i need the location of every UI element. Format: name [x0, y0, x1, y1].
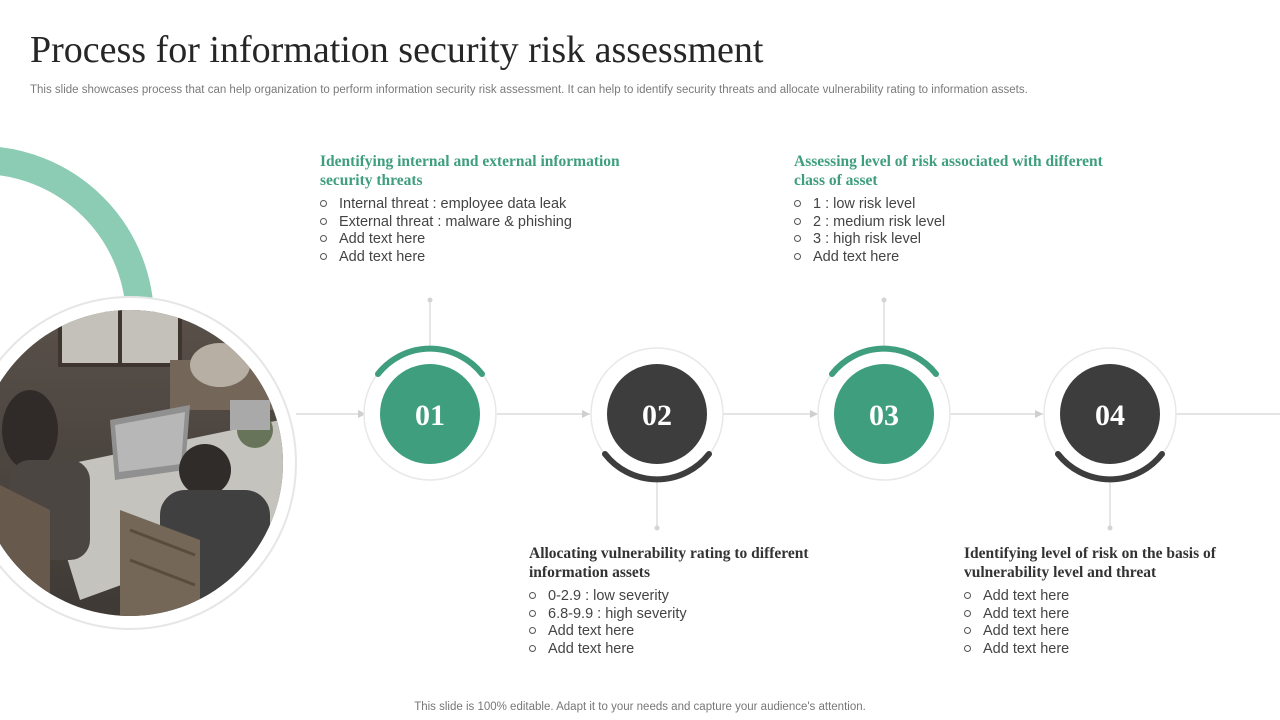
bullet-icon [794, 253, 801, 261]
step-02-heading: Allocating vulnerability rating to diffe… [529, 545, 809, 581]
list-item: Add text here [794, 249, 1114, 267]
bullet-icon [320, 253, 327, 261]
list-item: Add text here [964, 641, 1264, 659]
list-item: Add text here [529, 641, 829, 659]
list-item: 6.8-9.9 : high severity [529, 606, 829, 624]
page-title: Process for information security risk as… [30, 29, 764, 71]
bullet-icon [320, 200, 327, 207]
step-04-heading: Identifying level of risk on the basis o… [964, 545, 1216, 581]
page-subtitle: This slide showcases process that can he… [30, 84, 1028, 96]
bullet-icon [529, 609, 536, 617]
bullet-icon [794, 235, 801, 243]
list-item: 2 : medium risk level [794, 214, 1114, 232]
bullet-icon [794, 217, 801, 225]
bullet-icon [964, 645, 971, 653]
step-03-node [817, 345, 951, 481]
list-item: External threat : malware & phishing [320, 214, 620, 232]
bullet-icon [529, 645, 536, 653]
list-item: Add text here [964, 606, 1264, 624]
flow-lines [296, 300, 1280, 528]
step-04-text: Identifying level of risk on the basis o… [964, 545, 1264, 659]
bullet-icon [964, 627, 971, 635]
step-04-list: Add text here Add text here Add text her… [964, 588, 1264, 659]
list-item: 0-2.9 : low severity [529, 588, 829, 606]
step-04-number: 04 [1095, 399, 1125, 432]
bullet-icon [529, 592, 536, 599]
step-03-heading: Assessing level of risk associated with … [794, 153, 1103, 189]
step-03-text: Assessing level of risk associated with … [794, 153, 1114, 267]
bullet-icon [964, 592, 971, 599]
list-item: Add text here [964, 588, 1264, 606]
step-02-list: 0-2.9 : low severity 6.8-9.9 : high seve… [529, 588, 829, 659]
step-04-node [1043, 347, 1177, 483]
step-03-list: 1 : low risk level 2 : medium risk level… [794, 196, 1114, 267]
step-01-number: 01 [415, 399, 445, 432]
footer-note: This slide is 100% editable. Adapt it to… [414, 701, 866, 713]
list-item: Add text here [320, 249, 620, 267]
list-item: Add text here [320, 231, 620, 249]
step-02-node [590, 347, 724, 483]
list-item: 1 : low risk level [794, 196, 1114, 214]
list-item: 3 : high risk level [794, 231, 1114, 249]
team-photo [0, 296, 297, 630]
step-01-list: Internal threat : employee data leak Ext… [320, 196, 620, 267]
step-01-node [363, 345, 497, 481]
list-item: Add text here [964, 623, 1264, 641]
step-01-text: Identifying internal and external inform… [320, 153, 620, 267]
bullet-icon [529, 627, 536, 635]
step-02-text: Allocating vulnerability rating to diffe… [529, 545, 829, 659]
bullet-icon [320, 217, 327, 225]
step-01-heading: Identifying internal and external inform… [320, 153, 620, 189]
list-item: Add text here [529, 623, 829, 641]
bullet-icon [320, 235, 327, 243]
bullet-icon [794, 200, 801, 207]
list-item: Internal threat : employee data leak [320, 196, 620, 214]
step-02-number: 02 [642, 399, 672, 432]
step-03-number: 03 [869, 399, 899, 432]
bullet-icon [964, 609, 971, 617]
